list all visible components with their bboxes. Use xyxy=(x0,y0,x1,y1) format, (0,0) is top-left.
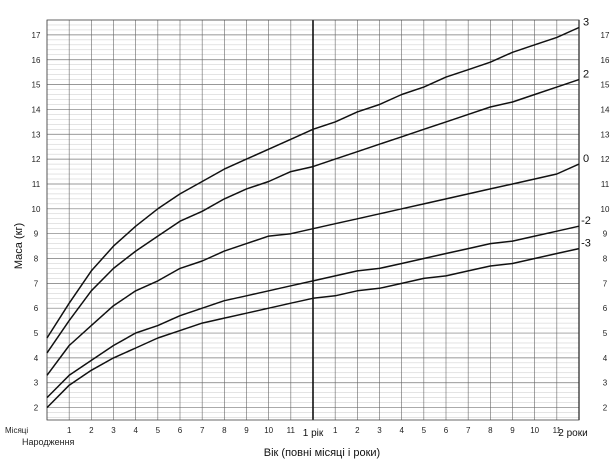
x-tick-month: 9 xyxy=(510,426,515,435)
chart-grid xyxy=(46,19,580,421)
series-line-3 xyxy=(46,225,580,399)
y-tick-left: 5 xyxy=(34,329,39,338)
x-tick-month: 8 xyxy=(488,426,493,435)
birth-label: Народження xyxy=(22,437,75,447)
series-line-2 xyxy=(46,163,580,376)
month-axis-label: Місяці xyxy=(5,426,28,435)
y-tick-right: 15 xyxy=(601,81,610,90)
x-tick-month: 4 xyxy=(399,426,404,435)
y-tick-right: 2 xyxy=(603,404,608,413)
series-line-4 xyxy=(46,247,580,409)
x-tick-month: 10 xyxy=(264,426,273,435)
x-tick-month: 5 xyxy=(156,426,161,435)
series-line-1 xyxy=(46,78,580,354)
curve-label-1: 2 xyxy=(583,69,589,81)
curve-label-3: -2 xyxy=(581,215,591,227)
y-tick-left: 7 xyxy=(34,279,39,288)
chart-ticks: 2345678910111213141516172345678910111213… xyxy=(32,31,610,435)
x-tick-month: 5 xyxy=(422,426,427,435)
chart-curve-labels: 3 2 0 -2 -3 xyxy=(581,16,591,249)
y-tick-left: 6 xyxy=(34,304,39,313)
chart-curves xyxy=(46,26,580,409)
x-tick-month: 2 xyxy=(89,426,94,435)
y-tick-left: 4 xyxy=(34,354,39,363)
x-axis-label: Вік (повні місяці і роки) xyxy=(264,447,380,459)
y-tick-right: 11 xyxy=(601,180,610,189)
year-1-label: 1 рік xyxy=(303,428,324,439)
y-tick-left: 14 xyxy=(32,105,41,114)
y-tick-right: 16 xyxy=(601,56,610,65)
y-tick-right: 17 xyxy=(601,31,610,40)
y-tick-right: 8 xyxy=(603,255,608,264)
y-tick-right: 5 xyxy=(603,329,608,338)
curve-label-4: -3 xyxy=(581,238,591,250)
y-tick-right: 13 xyxy=(601,130,610,139)
y-tick-left: 2 xyxy=(34,404,39,413)
x-tick-month: 9 xyxy=(244,426,249,435)
x-tick-month: 1 xyxy=(67,426,72,435)
x-tick-month: 1 xyxy=(333,426,338,435)
y-tick-left: 12 xyxy=(32,155,41,164)
x-tick-month: 6 xyxy=(178,426,183,435)
y-tick-left: 13 xyxy=(32,130,41,139)
y-tick-left: 17 xyxy=(32,31,41,40)
x-tick-month: 11 xyxy=(287,426,296,435)
y-tick-right: 6 xyxy=(603,304,608,313)
y-tick-left: 15 xyxy=(32,81,41,90)
x-tick-month: 11 xyxy=(553,426,562,435)
y-tick-right: 14 xyxy=(601,105,610,114)
plot-frame xyxy=(46,19,580,421)
y-tick-right: 12 xyxy=(601,155,610,164)
x-tick-month: 3 xyxy=(111,426,116,435)
x-tick-month: 2 xyxy=(355,426,360,435)
year-2-label: 2 роки xyxy=(558,428,587,439)
x-tick-month: 6 xyxy=(444,426,449,435)
curve-label-2: 0 xyxy=(583,153,589,165)
x-tick-month: 10 xyxy=(530,426,539,435)
y-tick-left: 8 xyxy=(34,255,39,264)
y-tick-left: 3 xyxy=(34,379,39,388)
y-tick-right: 4 xyxy=(603,354,608,363)
y-tick-left: 9 xyxy=(34,230,39,239)
x-tick-month: 7 xyxy=(466,426,471,435)
y-tick-right: 7 xyxy=(603,279,608,288)
y-axis-label: Маса (кг) xyxy=(13,223,25,269)
y-tick-left: 11 xyxy=(32,180,41,189)
y-tick-right: 9 xyxy=(603,230,608,239)
x-tick-month: 8 xyxy=(222,426,227,435)
y-tick-right: 10 xyxy=(601,205,610,214)
x-tick-month: 4 xyxy=(133,426,138,435)
y-tick-right: 3 xyxy=(603,379,608,388)
y-tick-left: 10 xyxy=(32,205,41,214)
series-line-0 xyxy=(46,26,580,339)
curve-label-0: 3 xyxy=(583,16,589,28)
x-tick-month: 7 xyxy=(200,426,205,435)
x-tick-month: 3 xyxy=(377,426,382,435)
y-tick-left: 16 xyxy=(32,56,41,65)
